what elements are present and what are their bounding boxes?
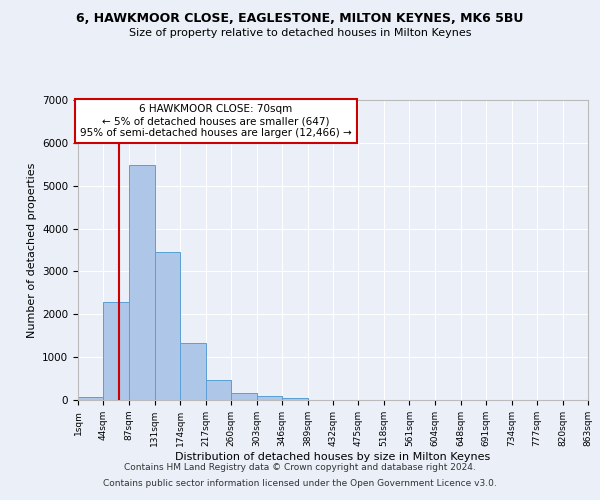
Text: 6 HAWKMOOR CLOSE: 70sqm
← 5% of detached houses are smaller (647)
95% of semi-de: 6 HAWKMOOR CLOSE: 70sqm ← 5% of detached…	[80, 104, 352, 138]
Text: Contains public sector information licensed under the Open Government Licence v3: Contains public sector information licen…	[103, 478, 497, 488]
Y-axis label: Number of detached properties: Number of detached properties	[26, 162, 37, 338]
Bar	[181, 344, 206, 400]
Bar	[155, 252, 181, 400]
Text: Contains HM Land Registry data © Crown copyright and database right 2024.: Contains HM Land Registry data © Crown c…	[124, 464, 476, 472]
X-axis label: Distribution of detached houses by size in Milton Keynes: Distribution of detached houses by size …	[175, 452, 491, 462]
Bar	[103, 302, 129, 400]
Bar	[206, 380, 231, 400]
Bar	[257, 396, 282, 400]
Text: 6, HAWKMOOR CLOSE, EAGLESTONE, MILTON KEYNES, MK6 5BU: 6, HAWKMOOR CLOSE, EAGLESTONE, MILTON KE…	[76, 12, 524, 26]
Bar	[282, 398, 308, 400]
Bar	[129, 165, 155, 400]
Text: Size of property relative to detached houses in Milton Keynes: Size of property relative to detached ho…	[129, 28, 471, 38]
Bar	[78, 397, 103, 400]
Bar	[231, 394, 257, 400]
